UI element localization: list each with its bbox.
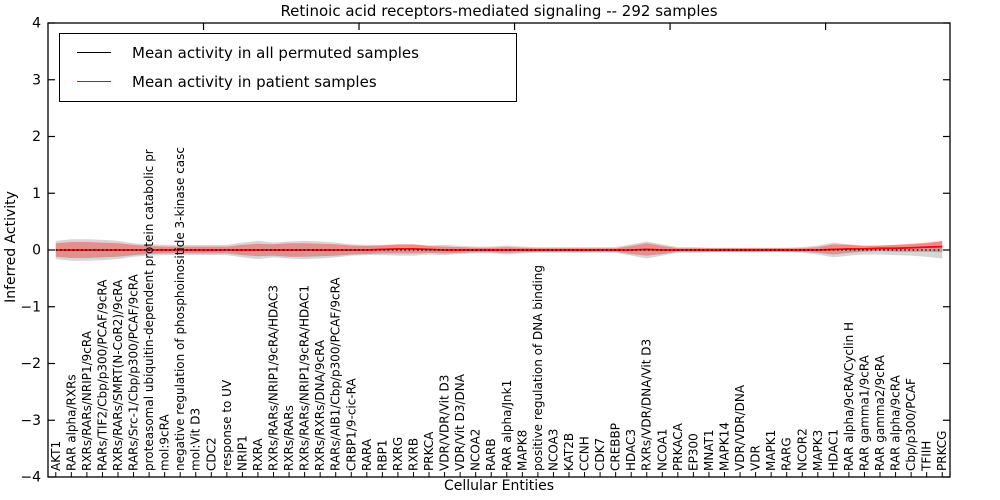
x-tick-label: RXRs/RARs/SMRT(N-CoR2)/9cRA [111, 279, 125, 471]
x-tick-label: RARA [360, 438, 374, 471]
x-tick-label: RAR gamma1/9cRA [857, 354, 871, 471]
x-tick-label: AKT1 [49, 441, 63, 471]
x-tick-label: PRKCA [422, 431, 436, 471]
legend-item-permuted: Mean activity in all permuted samples [60, 38, 516, 67]
x-tick-label: RXRs/VDR/DNA/Vit D3 [640, 339, 654, 471]
x-tick-label: MAPK14 [718, 422, 732, 471]
x-tick-label: CCNH [578, 436, 592, 471]
x-tick-label: CDC2 [204, 437, 218, 471]
y-tick-label: 4 [32, 16, 41, 32]
x-tick-label: RXRs/RARs/NRIP1/9cRA/HDAC1 [298, 285, 312, 471]
x-tick-label: RARs/Src-1/Cbp/p300/PCAF/9cRA [127, 273, 141, 471]
x-tick-label: RXRs/RARs/NRIP1/9cRA [80, 330, 94, 471]
x-tick-label: MAPK8 [515, 430, 529, 471]
x-tick-label: RARs/AIB1/Cbp/p300/PCAF/9cRA [329, 277, 343, 471]
legend-label-patient: Mean activity in patient samples [132, 72, 377, 91]
x-tick-label: RAR alpha/9cRA [889, 374, 903, 471]
x-tick-label: proteasomal ubiquitin-dependent protein … [142, 149, 156, 471]
x-tick-label: NRIP1 [235, 435, 249, 471]
y-tick-label: −3 [20, 413, 41, 429]
x-tick-label: NCOR2 [795, 428, 809, 471]
x-tick-label: KAT2B [562, 433, 576, 471]
x-tick-label: MAPK1 [764, 430, 778, 471]
x-tick-label: NCOA3 [546, 429, 560, 471]
x-tick-label: HDAC1 [826, 429, 840, 471]
x-tick-label: VDR [749, 445, 763, 471]
x-tick-label: RXRG [391, 437, 405, 471]
x-tick-label: RAR alpha/9cRA/Cyclin H [842, 322, 856, 471]
x-tick-label: response to UV [220, 379, 234, 471]
x-tick-label: RAR alpha/RXRs [64, 374, 78, 471]
y-tick-label: −2 [20, 356, 41, 372]
x-tick-label: positive regulation of DNA binding [531, 265, 545, 471]
x-tick-label: MAPK3 [811, 430, 825, 471]
y-tick-label: −4 [20, 470, 41, 486]
x-tick-label: CREBBP [609, 423, 623, 471]
legend: Mean activity in all permuted samples Me… [59, 33, 517, 102]
patient-line-sample-icon [77, 81, 111, 82]
x-tick-label: CDK7 [593, 438, 607, 471]
x-tick-label: RARB [484, 438, 498, 471]
y-tick-label: 1 [32, 186, 41, 202]
x-tick-label: VDR/VDR/Vit D3 [438, 375, 452, 471]
x-axis-label: Cellular Entities [443, 478, 555, 494]
x-tick-label: VDR/VDR/DNA [733, 384, 747, 471]
x-tick-label: mol:9cRA [158, 414, 172, 471]
legend-label-permuted: Mean activity in all permuted samples [132, 43, 419, 62]
x-tick-label: TFIIH [920, 441, 934, 472]
x-tick-label: VDR/Vit D3/DNA [453, 373, 467, 471]
x-tick-label: NCOA1 [655, 429, 669, 471]
legend-item-patient: Mean activity in patient samples [60, 67, 516, 96]
y-tick-label: 2 [32, 129, 41, 145]
x-tick-label: negative regulation of phosphoinositide … [173, 147, 187, 471]
x-tick-label: RXRs/RARs/NRIP1/9cRA/HDAC3 [267, 285, 281, 471]
x-tick-label: PRKCG [935, 431, 949, 471]
x-tick-label: RARs/TIF2/Cbp/p300/PCAF/9cRA [95, 279, 109, 471]
x-tick-label: RXRs/RXRs/DNA/9cRA [313, 339, 327, 471]
x-tick-label: RBP1 [375, 440, 389, 471]
x-tick-label: Cbp/p300/PCAF [904, 378, 918, 471]
y-tick-label: −1 [20, 299, 41, 315]
x-tick-label: RARG [780, 437, 794, 471]
x-tick-label: CRBP1/9-cic-RA [344, 377, 358, 471]
x-tick-label: EP300 [686, 433, 700, 471]
x-tick-label: RAR alpha/Jnk1 [500, 380, 514, 471]
y-tick-label: 0 [32, 243, 41, 259]
x-tick-label: HDAC3 [624, 429, 638, 471]
x-tick-label: RXRs/RARs [282, 405, 296, 471]
x-tick-label: RXRB [406, 438, 420, 471]
y-tick-label: 3 [32, 72, 41, 88]
permuted-line-sample-icon [77, 52, 111, 53]
x-tick-label: NCOA2 [469, 429, 483, 471]
x-tick-label: mol:Vit D3 [189, 408, 203, 471]
x-tick-label: RXRA [251, 438, 265, 471]
chart-title: Retinoic acid receptors-mediated signali… [280, 2, 718, 20]
x-tick-label: PRKACA [671, 422, 685, 471]
x-tick-label: MNAT1 [702, 429, 716, 471]
x-tick-label: RAR gamma2/9cRA [873, 354, 887, 471]
y-axis-label: Inferred Activity [3, 191, 19, 303]
